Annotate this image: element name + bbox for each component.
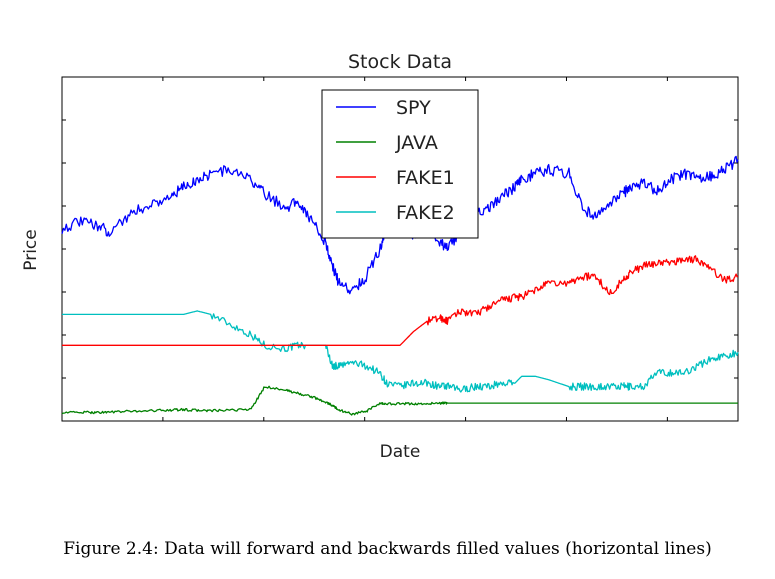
series-line-fake1 — [62, 255, 739, 346]
legend-label-spy: SPY — [396, 97, 431, 119]
series-line-fake2 — [62, 310, 739, 393]
series-line-java — [61, 385, 738, 416]
legend-label-java: JAVA — [395, 132, 438, 154]
legend-label-fake1: FAKE1 — [396, 167, 455, 189]
legend-box — [321, 89, 479, 239]
chart-title: Stock Data — [348, 51, 452, 73]
series-lines — [61, 155, 739, 416]
legend: SPY JAVA FAKE1 FAKE2 — [321, 89, 479, 239]
axis-ticks — [61, 76, 738, 422]
stock-data-chart: Stock Data Date Price SPY JAVA FAKE1 FAKE2 — [21, 51, 739, 462]
figure-caption: Figure 2.4: Data will forward and backwa… — [63, 539, 712, 559]
x-axis-label: Date — [380, 442, 421, 462]
legend-label-fake2: FAKE2 — [396, 202, 455, 224]
y-axis-label: Price — [21, 229, 41, 270]
